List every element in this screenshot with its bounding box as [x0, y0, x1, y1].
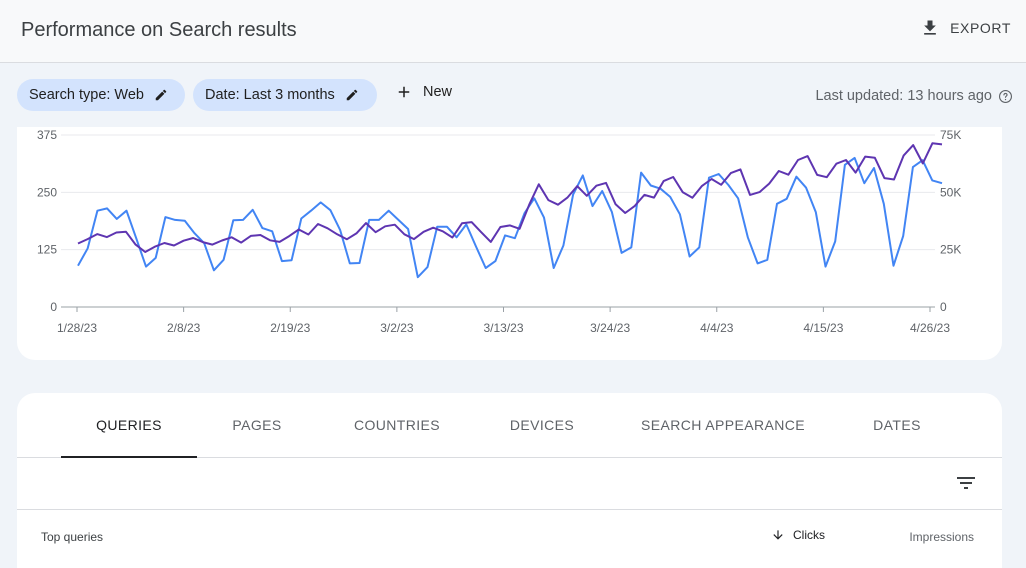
- table-filter-row: [17, 458, 1002, 510]
- column-header-top-queries: Top queries: [41, 530, 104, 544]
- date-chip[interactable]: Date: Last 3 months: [193, 79, 377, 111]
- new-filter-button[interactable]: New: [395, 83, 452, 101]
- report-table-card: QUERIES PAGES COUNTRIES DEVICES SEARCH A…: [17, 393, 1002, 568]
- y-left-tick-label: 250: [37, 185, 57, 199]
- last-updated: Last updated: 13 hours ago: [815, 88, 1013, 104]
- new-filter-label: New: [423, 84, 453, 100]
- y-left-tick-label: 125: [37, 243, 57, 257]
- export-label: EXPORT: [950, 20, 1011, 36]
- tab-queries[interactable]: QUERIES: [61, 393, 197, 458]
- filter-bar: Search type: Web Date: Last 3 months New…: [0, 63, 1026, 127]
- tab-label: SEARCH APPEARANCE: [641, 417, 805, 433]
- x-tick-label: 4/15/23: [803, 321, 843, 335]
- table-header-row: Top queries Clicks Impressions: [17, 510, 1002, 560]
- tab-pages[interactable]: PAGES: [207, 393, 307, 457]
- x-tick-label: 3/13/23: [483, 321, 523, 335]
- y-right-tick-label: 0: [940, 300, 947, 314]
- plus-icon: [398, 86, 410, 98]
- x-tick-label: 3/2/23: [380, 321, 414, 335]
- column-header-clicks-label: Clicks: [793, 528, 825, 542]
- y-right-tick-label: 25K: [940, 243, 961, 257]
- tab-search-appearance[interactable]: SEARCH APPEARANCE: [632, 393, 814, 457]
- tab-countries[interactable]: COUNTRIES: [337, 393, 457, 457]
- last-updated-text: Last updated: 13 hours ago: [815, 88, 992, 104]
- page-title: Performance on Search results: [21, 19, 297, 41]
- arrow-down-icon: [773, 530, 783, 540]
- report-tabs: QUERIES PAGES COUNTRIES DEVICES SEARCH A…: [17, 393, 1002, 458]
- tab-label: QUERIES: [96, 417, 162, 433]
- pencil-icon: [155, 89, 167, 101]
- export-button[interactable]: EXPORT: [920, 18, 1011, 38]
- search-type-chip[interactable]: Search type: Web: [17, 79, 185, 111]
- tab-label: DEVICES: [509, 417, 575, 433]
- clicks-series-line: [77, 156, 943, 279]
- y-left-tick-label: 0: [50, 300, 57, 314]
- tab-label: DATES: [873, 417, 921, 433]
- y-right-tick-label: 75K: [940, 128, 961, 142]
- column-header-clicks[interactable]: Clicks: [771, 528, 825, 542]
- y-left-tick-label: 375: [37, 128, 57, 142]
- top-bar: Performance on Search results EXPORT: [0, 0, 1026, 63]
- x-tick-label: 1/28/23: [57, 321, 97, 335]
- performance-chart: 375 75K 250 50K 125 25K 0 0 1/28/23 2/8/23 2/19/23…: [17, 127, 1002, 360]
- search-type-chip-label: Search type: Web: [29, 87, 144, 103]
- y-right-tick-label: 50K: [940, 185, 961, 199]
- x-tick-label: 3/24/23: [590, 321, 630, 335]
- pencil-icon: [346, 89, 358, 101]
- tab-devices[interactable]: DEVICES: [487, 393, 597, 457]
- tab-dates[interactable]: DATES: [857, 393, 937, 457]
- x-tick-label: 2/19/23: [270, 321, 310, 335]
- column-header-impressions[interactable]: Impressions: [909, 530, 974, 544]
- x-tick-label: 2/8/23: [167, 321, 201, 335]
- x-tick-label: 4/26/23: [910, 321, 950, 335]
- impressions-series-line: [77, 142, 943, 253]
- filter-icon[interactable]: [954, 471, 978, 495]
- tab-label: PAGES: [232, 417, 282, 433]
- tab-label: COUNTRIES: [353, 417, 441, 433]
- download-icon: [924, 20, 936, 35]
- date-chip-label: Date: Last 3 months: [205, 87, 335, 103]
- help-circle-icon[interactable]: [998, 89, 1013, 104]
- x-tick-label: 4/4/23: [700, 321, 734, 335]
